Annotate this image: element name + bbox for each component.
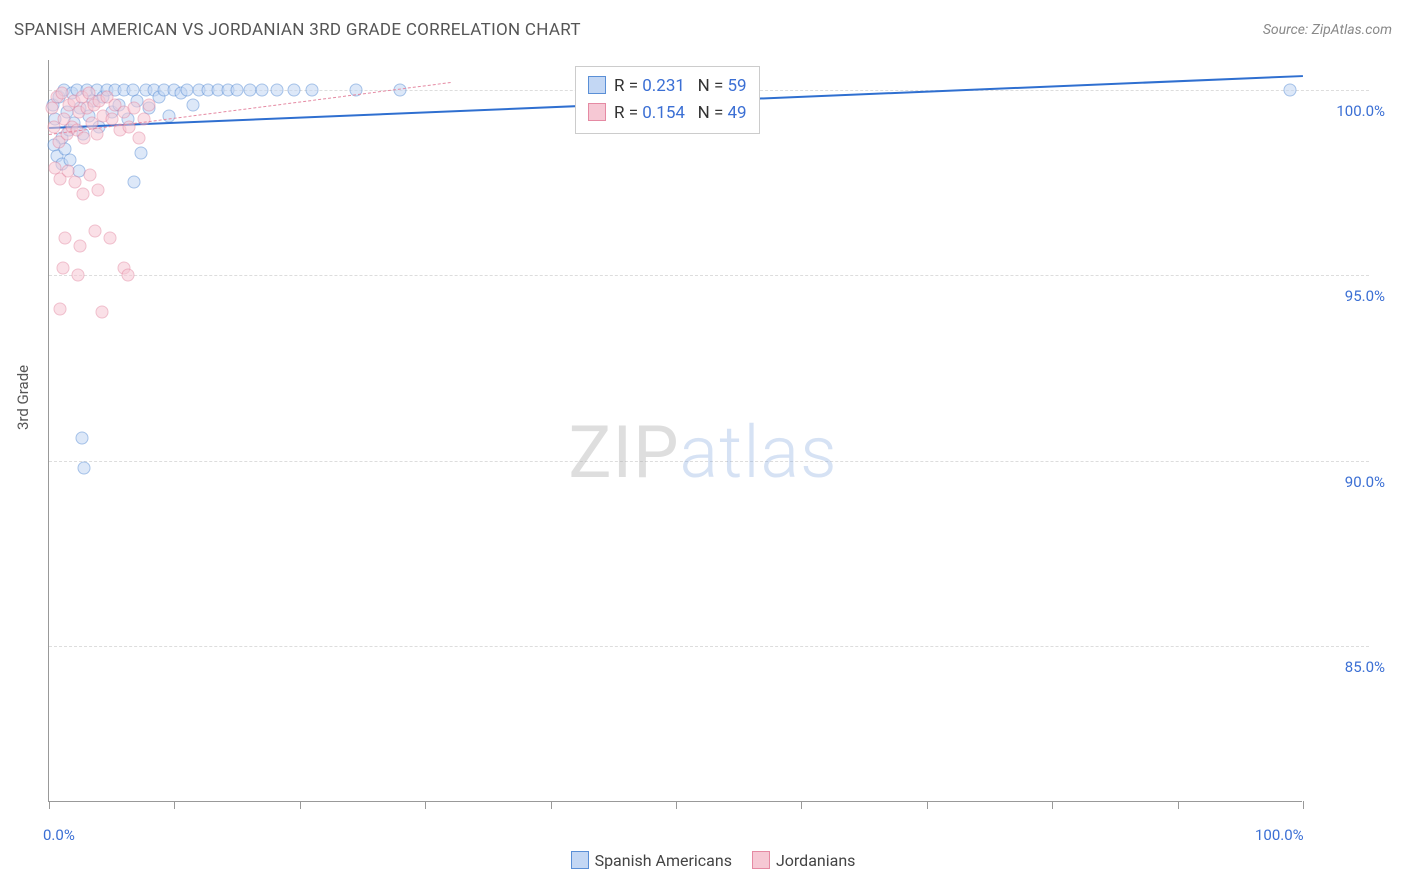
stats-box: R = 0.231 N = 59R = 0.154 N = 49 <box>575 66 760 134</box>
legend-swatch <box>752 851 770 869</box>
x-tick <box>927 801 928 809</box>
scatter-point <box>143 98 156 111</box>
chart-title: SPANISH AMERICAN VS JORDANIAN 3RD GRADE … <box>14 20 581 40</box>
title-bar: SPANISH AMERICAN VS JORDANIAN 3RD GRADE … <box>14 20 1392 40</box>
gridline-h <box>49 275 1369 276</box>
scatter-point <box>74 239 87 252</box>
x-tick-label: 0.0% <box>43 826 75 844</box>
legend: Spanish Americans Jordanians <box>0 851 1406 870</box>
scatter-point <box>138 113 151 126</box>
x-tick <box>551 801 552 809</box>
source-label: Source: ZipAtlas.com <box>1263 22 1392 38</box>
scatter-point <box>243 83 256 96</box>
scatter-point <box>128 102 141 115</box>
y-tick-label: 90.0% <box>1315 473 1385 491</box>
x-tick <box>1052 801 1053 809</box>
scatter-point <box>56 261 69 274</box>
scatter-point <box>78 462 91 475</box>
x-tick <box>676 801 677 809</box>
scatter-point <box>59 232 72 245</box>
scatter-point <box>1284 83 1297 96</box>
scatter-point <box>134 146 147 159</box>
scatter-point <box>180 83 193 96</box>
scatter-point <box>95 306 108 319</box>
x-tick <box>1178 801 1179 809</box>
scatter-point <box>163 109 176 122</box>
scatter-point <box>78 131 91 144</box>
scatter-point <box>287 83 300 96</box>
scatter-point <box>75 432 88 445</box>
y-tick-label: 85.0% <box>1315 658 1385 676</box>
scatter-point <box>122 269 135 282</box>
r-value: 0.231 <box>642 76 685 96</box>
x-tick <box>174 801 175 809</box>
scatter-point <box>89 224 102 237</box>
r-value: 0.154 <box>642 103 685 123</box>
x-tick <box>1303 801 1304 809</box>
y-tick-label: 100.0% <box>1315 102 1385 120</box>
x-tick-label: 100.0% <box>1255 826 1304 844</box>
stats-row: R = 0.231 N = 59 <box>588 73 747 100</box>
x-tick <box>300 801 301 809</box>
stats-row: R = 0.154 N = 49 <box>588 100 747 127</box>
x-tick <box>801 801 802 809</box>
y-tick-label: 95.0% <box>1315 287 1385 305</box>
x-tick <box>49 801 50 809</box>
plot-area: 85.0%90.0%95.0%100.0%0.0%100.0% <box>48 60 1302 802</box>
scatter-point <box>76 187 89 200</box>
n-value: 49 <box>728 103 747 123</box>
scatter-point <box>271 83 284 96</box>
scatter-point <box>90 128 103 141</box>
legend-label: Jordanians <box>776 851 855 870</box>
scatter-point <box>71 269 84 282</box>
scatter-point <box>45 102 58 115</box>
stats-swatch <box>588 103 606 121</box>
n-value: 59 <box>728 76 747 96</box>
scatter-point <box>306 83 319 96</box>
scatter-point <box>104 232 117 245</box>
legend-swatch <box>571 851 589 869</box>
gridline-h <box>49 646 1369 647</box>
scatter-point <box>187 98 200 111</box>
scatter-point <box>256 83 269 96</box>
stats-swatch <box>588 76 606 94</box>
scatter-point <box>84 169 97 182</box>
scatter-point <box>231 83 244 96</box>
y-axis-label: 3rd Grade <box>14 365 32 430</box>
x-tick <box>425 801 426 809</box>
legend-label: Spanish Americans <box>595 851 732 870</box>
scatter-point <box>91 183 104 196</box>
scatter-point <box>133 131 146 144</box>
scatter-point <box>54 302 67 315</box>
gridline-h <box>49 461 1369 462</box>
scatter-point <box>128 176 141 189</box>
